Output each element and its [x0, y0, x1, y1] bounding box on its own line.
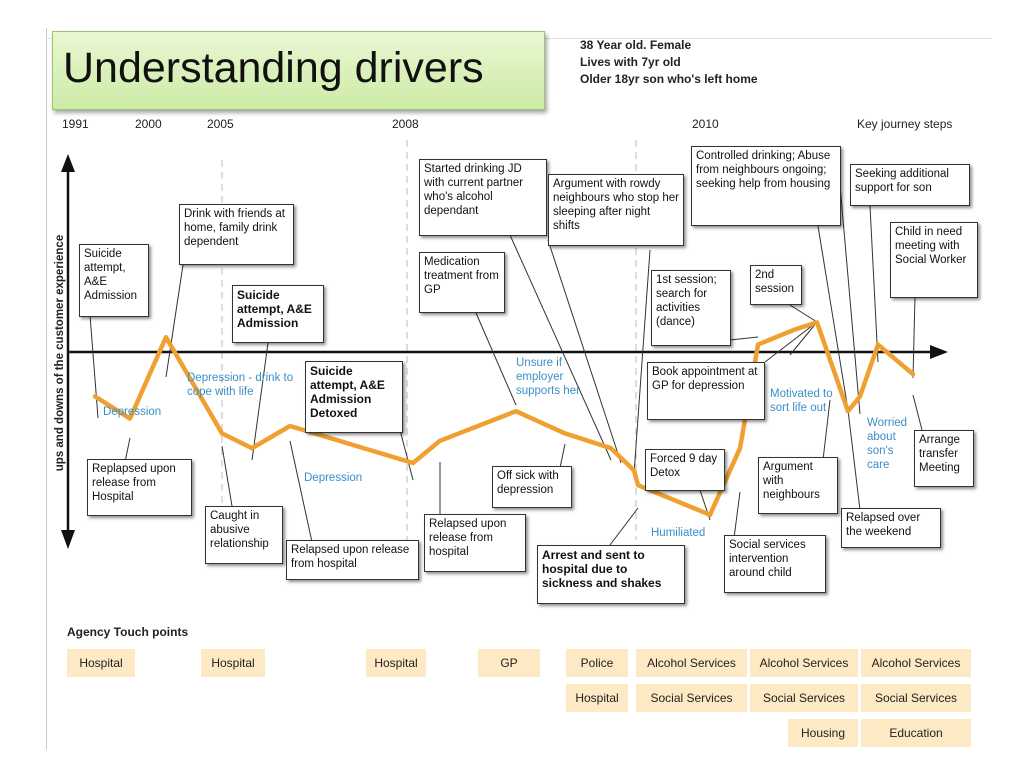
pointer: [547, 239, 622, 464]
pointer: [509, 234, 612, 461]
persona-line: 38 Year old. Female: [580, 38, 692, 52]
touchpoint-chip: Education: [861, 719, 971, 747]
callout-box: Replapsed upon release from Hospital: [87, 459, 192, 516]
emotion-label: Unsure if employer supports her: [516, 357, 580, 397]
callout-box: Suicide attempt, A&E Admission: [79, 244, 149, 317]
year-label: 2010: [692, 117, 719, 131]
callout-box: Off sick with depression: [492, 466, 572, 508]
callout-box: 1st session; search for activities (danc…: [651, 270, 731, 346]
touchpoint-chip: Hospital: [67, 649, 135, 677]
callout-box: Child in need meeting with Social Worker: [890, 222, 978, 298]
pointer: [729, 336, 759, 341]
callout-box: Argument with rowdy neighbours who stop …: [548, 174, 684, 246]
pointer: [837, 161, 861, 415]
callout-box: Medication treatment from GP: [419, 252, 505, 313]
callout-box: Arrange transfer Meeting: [914, 430, 974, 487]
y-axis-arrow-down: [61, 530, 75, 549]
year-label: 2000: [135, 117, 162, 131]
touchpoint-chip: Hospital: [566, 684, 628, 712]
pointer: [633, 249, 651, 475]
callout-box: Arrest and sent to hospital due to sickn…: [537, 545, 685, 604]
pointer: [817, 225, 849, 411]
key-steps-label: Key journey steps: [857, 117, 953, 131]
emotion-label: Worried about son's care: [867, 417, 908, 471]
touchpoint-chip: Alcohol Services: [750, 649, 858, 677]
agency-touchpoints-title: Agency Touch points: [67, 625, 189, 639]
title-banner: Understanding drivers: [52, 31, 545, 110]
emotion-label: Motivated to sort life out: [770, 388, 833, 414]
pointer: [475, 312, 517, 406]
emotion-label: Depression: [304, 472, 363, 484]
persona-line: Older 18yr son who's left home: [580, 72, 758, 86]
pointer: [764, 321, 818, 363]
pointer: [89, 314, 99, 419]
callout-box: Relapsed upon release from hospital: [286, 540, 419, 580]
pointer: [251, 342, 269, 461]
touchpoint-chip: Hospital: [201, 649, 265, 677]
callout-box: Drink with friends at home, family drink…: [179, 204, 294, 265]
callout-pointers: [89, 161, 923, 546]
pointer: [559, 443, 566, 469]
page-title: Understanding drivers: [63, 44, 484, 92]
callout-box: Relapsed upon release from hospital: [424, 514, 526, 572]
touchpoint-chip: Hospital: [366, 649, 426, 677]
experience-line: [92, 320, 916, 518]
pointer: [847, 409, 861, 511]
pointer: [733, 491, 741, 539]
pointer: [289, 440, 313, 543]
pointer: [912, 394, 923, 431]
emotion-label: Depression: [103, 406, 162, 418]
pointer: [789, 304, 818, 323]
touchpoint-chip: Housing: [788, 719, 858, 747]
callout-box: Social services intervention around chil…: [724, 535, 826, 593]
emotion-label: Depression - drink to cope with life: [187, 372, 294, 398]
callout-box: Caught in abusive relationship: [205, 506, 283, 564]
touchpoint-chip: Social Services: [861, 684, 971, 712]
callout-box: Started drinking JD with current partner…: [419, 159, 547, 236]
callout-box: Controlled drinking; Abuse from neighbou…: [691, 146, 841, 226]
axes: [61, 154, 948, 549]
touchpoint-chip: GP: [478, 649, 540, 677]
emotion-label: Humiliated: [651, 527, 706, 539]
year-label: 2008: [392, 117, 419, 131]
year-label: 1991: [62, 117, 89, 131]
callout-box: Seeking additional support for son: [850, 164, 970, 206]
pointer: [124, 437, 131, 463]
pointer: [822, 399, 831, 461]
x-axis-arrow: [930, 345, 948, 359]
pointer: [399, 429, 414, 481]
touchpoint-chip: Alcohol Services: [861, 649, 971, 677]
touchpoint-chip: Social Services: [636, 684, 747, 712]
callout-box: Argument with neighbours: [758, 457, 838, 514]
touchpoint-chip: Social Services: [750, 684, 858, 712]
pointer: [165, 264, 184, 378]
callout-box: Suicide attempt, A&E Admission: [232, 285, 324, 343]
callout-box: Suicide attempt, A&E Admission Detoxed: [305, 361, 403, 433]
slide-left-rule: [46, 28, 47, 750]
touchpoint-chip: Alcohol Services: [636, 649, 747, 677]
pointer: [912, 295, 916, 379]
callout-box: Relapsed over the weekend: [841, 508, 941, 548]
persona-summary: 38 Year old. Female Lives with 7yr old O…: [580, 37, 758, 88]
pointer: [221, 445, 234, 513]
touchpoint-chip: Police: [566, 649, 628, 677]
pointer: [609, 507, 639, 546]
pointer: [789, 321, 818, 356]
callout-box: 2nd session: [750, 265, 802, 305]
y-axis-arrow-up: [61, 154, 75, 172]
persona-line: Lives with 7yr old: [580, 55, 681, 69]
callout-box: Book appointment at GP for depression: [647, 362, 765, 420]
callout-box: Forced 9 day Detox: [645, 449, 725, 491]
year-label: 2005: [207, 117, 234, 131]
pointer: [869, 205, 879, 363]
